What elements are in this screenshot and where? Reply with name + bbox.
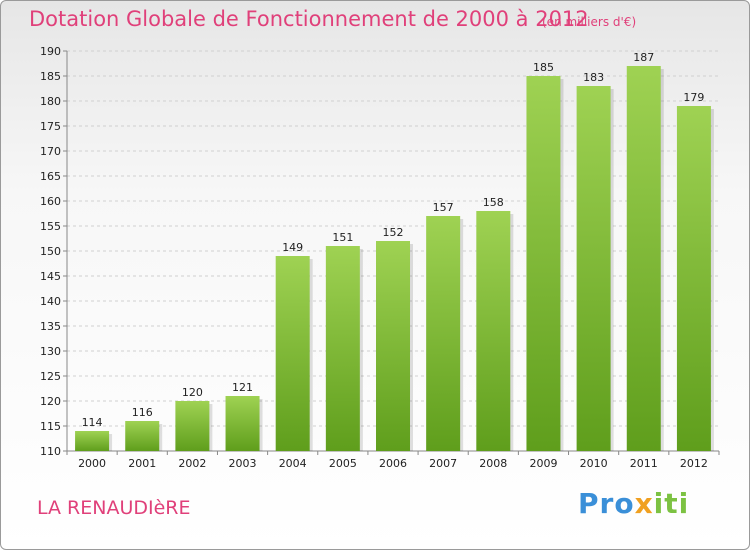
logo-part-1: Pro bbox=[578, 487, 635, 520]
y-tick-label: 160 bbox=[40, 195, 61, 208]
bar-2004 bbox=[275, 256, 310, 451]
data-label-2005: 151 bbox=[332, 231, 353, 244]
logo-part-2: x bbox=[634, 487, 654, 520]
x-tick-label-2006: 2006 bbox=[379, 457, 407, 470]
x-tick-label-2010: 2010 bbox=[580, 457, 608, 470]
y-tick-label: 140 bbox=[40, 295, 61, 308]
bar-2001 bbox=[125, 421, 160, 451]
x-tick-label-2003: 2003 bbox=[229, 457, 257, 470]
bar-2012 bbox=[676, 106, 711, 451]
y-tick-label: 180 bbox=[40, 95, 61, 108]
bar-2006 bbox=[376, 241, 410, 451]
y-tick-label: 185 bbox=[40, 70, 61, 83]
proxiti-logo[interactable]: Proxiti bbox=[578, 487, 689, 520]
x-tick-label-2009: 2009 bbox=[529, 457, 557, 470]
x-tick-label-2007: 2007 bbox=[429, 457, 457, 470]
bar-2005 bbox=[325, 246, 360, 451]
y-axis-ticks: 110 115 120 125 130 135 140 145 150 155 160 165 170 1… bbox=[40, 45, 67, 458]
y-tick-label: 190 bbox=[40, 45, 61, 58]
bar-2003 bbox=[225, 396, 260, 451]
y-tick-label: 125 bbox=[40, 370, 61, 383]
x-tick-label-2011: 2011 bbox=[630, 457, 658, 470]
data-label-2006: 152 bbox=[383, 226, 404, 239]
x-tick-label-2008: 2008 bbox=[479, 457, 507, 470]
data-label-2012: 179 bbox=[683, 91, 704, 104]
bar-2002 bbox=[175, 401, 210, 451]
bar-2009 bbox=[526, 76, 561, 451]
bar-2010 bbox=[576, 86, 611, 451]
y-tick-label: 175 bbox=[40, 120, 61, 133]
y-tick-label: 110 bbox=[40, 445, 61, 458]
x-tick-label-2000: 2000 bbox=[78, 457, 106, 470]
data-label-2010: 183 bbox=[583, 71, 604, 84]
data-label-2011: 187 bbox=[633, 51, 654, 64]
x-tick-label-2012: 2012 bbox=[680, 457, 708, 470]
x-tick-label-2005: 2005 bbox=[329, 457, 357, 470]
x-tick-label-2001: 2001 bbox=[128, 457, 156, 470]
data-label-2002: 120 bbox=[182, 386, 203, 399]
bars: 114 116 120 121 149 151 152 157 158 185 183 187 179 bbox=[75, 51, 714, 451]
y-tick-label: 170 bbox=[40, 145, 61, 158]
chart-title: Dotation Globale de Fonctionnement de 20… bbox=[29, 7, 589, 31]
y-tick-label: 130 bbox=[40, 345, 61, 358]
data-label-2004: 149 bbox=[282, 241, 303, 254]
y-tick-label: 145 bbox=[40, 270, 61, 283]
data-label-2007: 157 bbox=[433, 201, 454, 214]
x-axis-ticks: 2000 2001 2002 2003 2004 2005 2006 2007 2008 2009… bbox=[66, 451, 720, 470]
data-label-2009: 185 bbox=[533, 61, 554, 74]
bar-2011 bbox=[626, 66, 661, 451]
logo-part-3: iti bbox=[653, 487, 690, 520]
chart-unit: (en milliers d'€) bbox=[542, 15, 637, 29]
commune-name: LA RENAUDIèRE bbox=[37, 497, 191, 519]
y-tick-label: 120 bbox=[40, 395, 61, 408]
bar-2007 bbox=[426, 216, 461, 451]
x-tick-label-2004: 2004 bbox=[279, 457, 307, 470]
y-tick-label: 155 bbox=[40, 220, 61, 233]
bar-2008 bbox=[476, 211, 511, 451]
data-label-2001: 116 bbox=[132, 406, 153, 419]
x-tick-label-2002: 2002 bbox=[178, 457, 206, 470]
y-tick-label: 135 bbox=[40, 320, 61, 333]
data-label-2003: 121 bbox=[232, 381, 253, 394]
y-tick-label: 115 bbox=[40, 420, 61, 433]
data-label-2000: 114 bbox=[82, 416, 103, 429]
bar-2000 bbox=[75, 431, 110, 451]
y-tick-label: 165 bbox=[40, 170, 61, 183]
data-label-2008: 158 bbox=[483, 196, 504, 209]
y-tick-label: 150 bbox=[40, 245, 61, 258]
